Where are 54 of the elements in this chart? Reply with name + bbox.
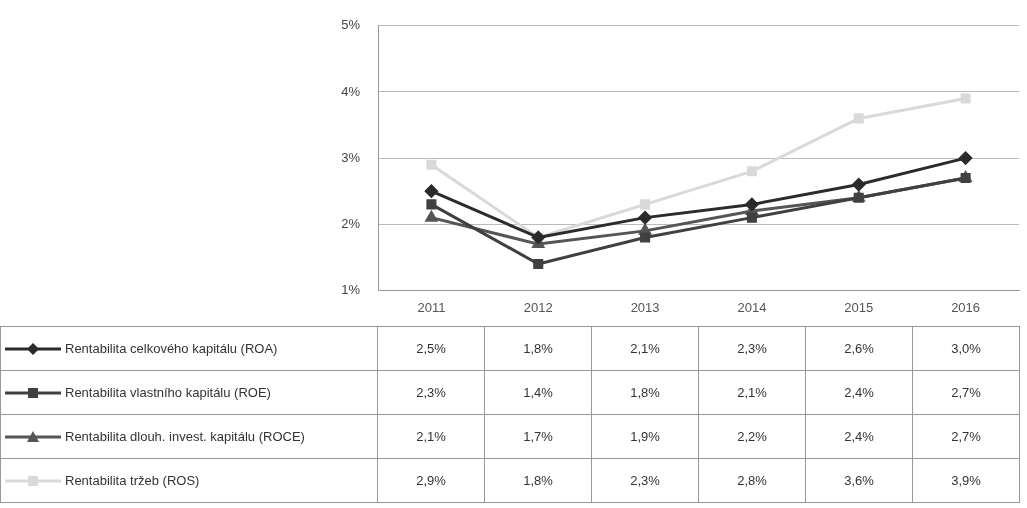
x-tick-label: 2013 (630, 299, 660, 315)
point (852, 178, 866, 192)
y-tick-label: 5% (341, 17, 361, 33)
data-label: 1,4% (484, 370, 592, 415)
data-label: 1,8% (484, 458, 592, 503)
data-label: 2,5% (377, 326, 485, 371)
data-label: 3,0% (912, 326, 1020, 371)
data-label: 2,6% (805, 326, 913, 371)
x-tick-label: 2011 (417, 299, 446, 315)
y-tick-label: 3% (341, 149, 361, 165)
legend-label: Rentabilita vlastního kapitálu (ROE) (65, 385, 272, 400)
data-label: 1,7% (484, 414, 592, 459)
point (959, 151, 973, 165)
point (424, 184, 438, 198)
point (425, 211, 438, 222)
data-label: 1,8% (484, 326, 592, 371)
y-tick-label: 1% (341, 281, 361, 297)
data-label: 2,7% (912, 370, 1020, 415)
data-label: 2,4% (805, 414, 913, 459)
point (426, 199, 437, 210)
data-label: 2,3% (377, 370, 485, 415)
legend-label: Rentabilita dlouh. invest. kapitálu (ROCE) (65, 429, 306, 444)
data-label: 2,9% (377, 458, 485, 503)
point (533, 258, 544, 269)
data-label: 2,3% (591, 458, 699, 503)
point (746, 166, 757, 177)
y-tick-label: 4% (341, 83, 361, 99)
data-label: 1,8% (591, 370, 699, 415)
data-label: 2,1% (591, 326, 699, 371)
data-label: 2,7% (912, 414, 1020, 459)
legend-label: Rentabilita tržeb (ROS) (65, 473, 201, 488)
data-label: 3,9% (912, 458, 1020, 503)
legend-label: Rentabilita celkového kapitálu (ROA) (65, 341, 279, 356)
data-label: 1,9% (591, 414, 699, 459)
x-tick-label: 2016 (951, 299, 981, 315)
point (960, 93, 971, 104)
x-tick-label: 2015 (844, 299, 874, 315)
point (426, 159, 437, 170)
point (640, 199, 651, 210)
data-label: 2,4% (805, 370, 913, 415)
data-label: 2,1% (698, 370, 806, 415)
y-tick-label: 2% (341, 215, 361, 231)
point (746, 212, 757, 223)
point (745, 197, 759, 211)
x-tick-label: 2012 (523, 299, 553, 315)
point (638, 211, 652, 225)
point (853, 113, 864, 124)
point (640, 232, 651, 243)
data-label: 2,3% (698, 326, 806, 371)
data-label: 2,2% (698, 414, 806, 459)
data-label: 2,8% (698, 458, 806, 503)
data-label: 2,1% (377, 414, 485, 459)
x-tick-label: 2014 (737, 299, 767, 315)
data-label: 3,6% (805, 458, 913, 503)
